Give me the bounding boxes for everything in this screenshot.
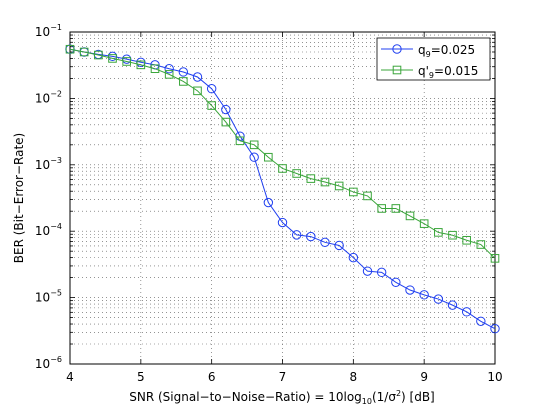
data-point-series-2 <box>249 140 259 150</box>
data-point-series-2 <box>419 219 429 228</box>
data-point-series-1 <box>178 67 189 77</box>
data-point-series-2 <box>292 169 301 178</box>
data-point-series-1 <box>362 266 373 276</box>
data-point-series-2 <box>349 187 358 197</box>
data-point-series-2 <box>306 174 316 183</box>
data-point-series-1 <box>320 237 330 248</box>
data-point-series-2 <box>363 191 372 201</box>
data-point-series-2 <box>235 136 245 146</box>
data-point-series-2 <box>334 181 344 191</box>
data-point-series-2 <box>122 57 131 66</box>
data-point-series-1 <box>306 231 316 242</box>
y-tick-label: 10−4 <box>35 222 62 238</box>
series-line-2 <box>69 48 496 259</box>
data-point-series-1 <box>490 324 500 334</box>
x-tick-label: 4 <box>66 370 74 384</box>
data-point-series-2 <box>391 204 401 213</box>
x-axis-label: SNR (Signal−to−Noise−Ratio) = 10log10(1/… <box>129 389 435 406</box>
data-point-series-2 <box>462 235 471 245</box>
data-point-series-2 <box>193 86 202 96</box>
data-point-series-1 <box>405 285 415 295</box>
x-tick-label: 7 <box>279 370 287 384</box>
data-point-series-2 <box>221 117 231 127</box>
data-point-series-2 <box>278 164 287 173</box>
x-tick-label: 5 <box>137 370 145 384</box>
x-tick-label: 9 <box>420 370 428 384</box>
legend-label-series-1: q9=0.025 <box>418 43 475 59</box>
axis-ticks: 4 5 6 7 8 9 10 10−6 10−5 10−4 10−3 10−2 10−1 <box>35 23 503 384</box>
data-point-series-1 <box>447 300 458 310</box>
data-point-series-1 <box>221 104 231 115</box>
data-point-series-1 <box>433 294 444 304</box>
data-point-series-2 <box>164 70 174 79</box>
data-point-series-1 <box>249 152 259 162</box>
data-point-series-2 <box>150 64 160 74</box>
data-point-series-1 <box>263 197 274 208</box>
data-point-series-2 <box>79 47 89 57</box>
data-point-series-2 <box>207 101 216 110</box>
data-point-series-2 <box>108 54 117 63</box>
data-point-series-1 <box>461 307 472 317</box>
x-tick-label: 6 <box>208 370 216 384</box>
data-point-series-2 <box>65 44 75 54</box>
y-tick-label: 10−3 <box>35 156 62 172</box>
legend-label-series-2: q'9=0.015 <box>418 64 478 80</box>
data-point-series-1 <box>348 252 359 263</box>
y-tick-label: 10−6 <box>35 355 62 371</box>
data-point-series-2 <box>448 230 457 240</box>
data-point-series-2 <box>94 50 103 60</box>
y-axis-label: BER (Bit−Error−Rate) <box>12 133 26 263</box>
data-point-series-1 <box>419 290 429 300</box>
data-point-series-1 <box>376 267 387 278</box>
data-point-series-1 <box>334 240 344 251</box>
data-point-series-2 <box>405 211 415 221</box>
data-point-series-1 <box>206 83 217 94</box>
series-line-1 <box>69 48 496 330</box>
x-tick-label: 8 <box>350 370 358 384</box>
series-layer <box>65 44 500 334</box>
x-tick-label: 10 <box>487 370 502 384</box>
data-point-series-1 <box>164 64 174 74</box>
data-point-series-2 <box>136 60 146 70</box>
data-point-series-2 <box>490 254 500 263</box>
y-tick-label: 10−5 <box>35 289 62 305</box>
data-point-series-1 <box>391 277 401 287</box>
y-tick-label: 10−1 <box>35 23 62 39</box>
legend-marker-square-icon <box>392 65 402 75</box>
data-point-series-1 <box>291 230 302 240</box>
data-point-series-2 <box>179 77 188 86</box>
data-point-series-1 <box>277 217 288 228</box>
data-point-series-2 <box>434 228 443 237</box>
legend-marker-circle-icon <box>392 44 402 54</box>
data-point-series-1 <box>192 72 203 82</box>
data-point-series-2 <box>377 204 386 213</box>
data-point-series-1 <box>476 316 486 326</box>
data-point-series-2 <box>476 240 486 249</box>
legend: q9=0.025 q'9=0.015 <box>376 37 491 81</box>
data-point-series-2 <box>264 152 273 162</box>
data-point-series-2 <box>320 177 330 187</box>
y-tick-label: 10−2 <box>35 89 62 105</box>
